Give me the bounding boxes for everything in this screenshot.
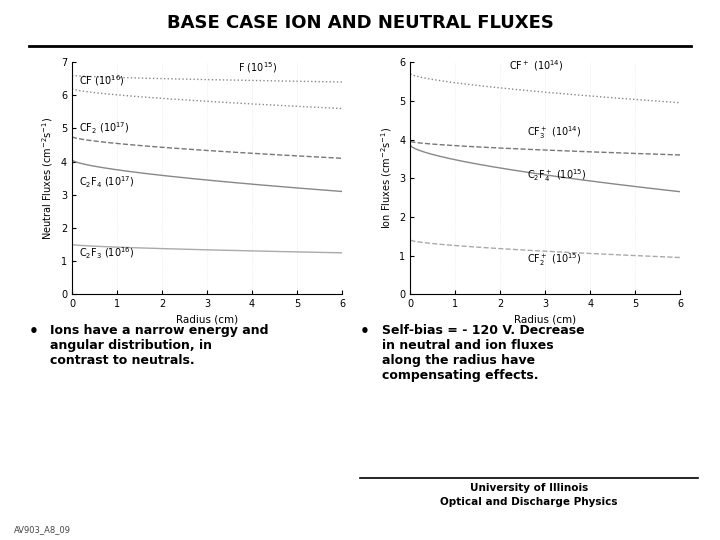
Text: •: • — [360, 324, 370, 339]
Text: CF$^+$ (10$^{14}$): CF$^+$ (10$^{14}$) — [510, 58, 564, 73]
Y-axis label: Ion Fluxes (cm$^{-2}$s$^{-1}$): Ion Fluxes (cm$^{-2}$s$^{-1}$) — [379, 127, 394, 230]
X-axis label: Radius (cm): Radius (cm) — [514, 315, 577, 325]
Text: F (10$^{15}$): F (10$^{15}$) — [238, 60, 277, 75]
Text: C$_2$F$_4$ (10$^{17}$): C$_2$F$_4$ (10$^{17}$) — [78, 174, 134, 190]
Text: CF$_3^+$ (10$^{14}$): CF$_3^+$ (10$^{14}$) — [527, 124, 582, 140]
Text: •: • — [29, 324, 39, 339]
Text: CF$_2^+$ (10$^{15}$): CF$_2^+$ (10$^{15}$) — [527, 251, 582, 268]
Text: BASE CASE ION AND NEUTRAL FLUXES: BASE CASE ION AND NEUTRAL FLUXES — [166, 14, 554, 31]
Text: Self-bias = - 120 V. Decrease
in neutral and ion fluxes
along the radius have
co: Self-bias = - 120 V. Decrease in neutral… — [382, 324, 584, 382]
Text: AV903_A8_09: AV903_A8_09 — [14, 525, 71, 535]
Y-axis label: Neutral Fluxes (cm$^{-2}$s$^{-1}$): Neutral Fluxes (cm$^{-2}$s$^{-1}$) — [40, 117, 55, 240]
Text: CF (10$^{16}$): CF (10$^{16}$) — [78, 73, 125, 88]
Text: Ions have a narrow energy and
angular distribution, in
contrast to neutrals.: Ions have a narrow energy and angular di… — [50, 324, 269, 367]
Text: C$_2$F$_3$ (10$^{16}$): C$_2$F$_3$ (10$^{16}$) — [78, 246, 134, 261]
X-axis label: Radius (cm): Radius (cm) — [176, 315, 238, 325]
Text: University of Illinois
Optical and Discharge Physics: University of Illinois Optical and Disch… — [441, 483, 618, 507]
Text: CF$_2$ (10$^{17}$): CF$_2$ (10$^{17}$) — [78, 120, 129, 136]
Text: C$_2$F$_4^+$ (10$^{15}$): C$_2$F$_4^+$ (10$^{15}$) — [527, 167, 587, 184]
